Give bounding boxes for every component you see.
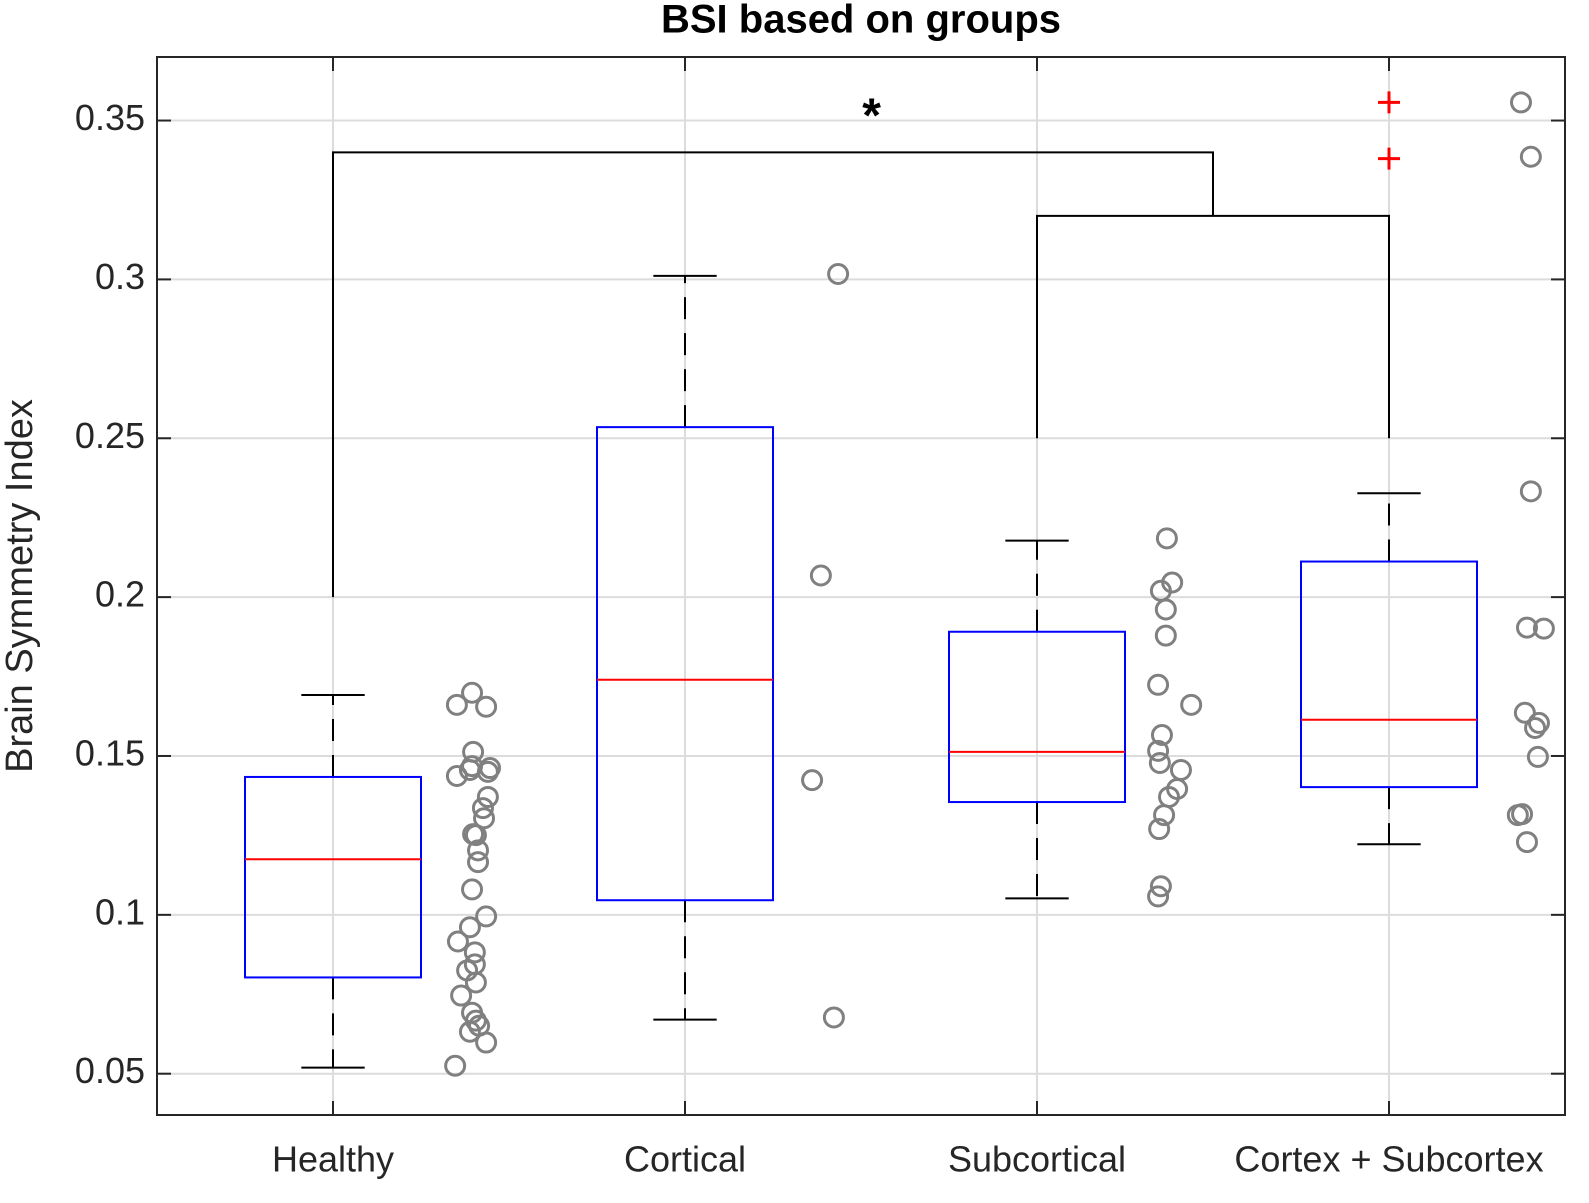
data-point	[471, 797, 494, 820]
data-point	[1532, 617, 1555, 640]
y-tick-label: 0.3	[95, 256, 145, 297]
data-point	[1148, 751, 1171, 774]
data-point	[450, 984, 473, 1007]
data-point	[462, 823, 485, 846]
data-point	[444, 1054, 467, 1077]
x-tick-label: Subcortical	[948, 1139, 1126, 1180]
data-point	[445, 764, 468, 787]
data-point	[1515, 831, 1538, 854]
data-point	[1154, 624, 1177, 647]
box	[244, 775, 422, 979]
data-point	[462, 740, 485, 763]
significance-star: *	[862, 90, 881, 143]
data-point	[1153, 804, 1176, 827]
y-tick-label: 0.2	[95, 574, 145, 615]
significance-bracket	[332, 151, 1214, 598]
data-point	[1511, 803, 1534, 826]
data-point	[801, 769, 824, 792]
data-point	[827, 263, 850, 286]
data-point	[1513, 701, 1536, 724]
data-point	[1180, 693, 1203, 716]
data-point	[1524, 717, 1547, 740]
data-point	[1148, 818, 1171, 841]
data-point	[475, 905, 498, 928]
data-point	[476, 785, 499, 808]
box	[596, 426, 774, 902]
data-point	[467, 851, 490, 874]
data-point	[463, 941, 486, 964]
x-tick-label: Cortical	[624, 1139, 746, 1180]
box	[1300, 560, 1478, 789]
box	[948, 630, 1126, 804]
data-point	[1147, 673, 1170, 696]
data-point	[1527, 711, 1550, 734]
data-point	[445, 693, 468, 716]
data-point	[1149, 875, 1172, 898]
y-tick-label: 0.05	[75, 1050, 145, 1091]
data-point	[1515, 616, 1538, 639]
y-tick-label: 0.1	[95, 891, 145, 932]
y-axis-label: Brain Symmetry Index	[0, 399, 41, 773]
significance-bracket	[1036, 214, 1390, 439]
data-point	[463, 953, 486, 976]
data-point	[1526, 745, 1549, 768]
x-tick-label: Healthy	[272, 1139, 394, 1180]
data-point	[446, 930, 469, 953]
data-point	[458, 916, 481, 939]
data-point	[1154, 598, 1177, 621]
y-tick-label: 0.25	[75, 415, 145, 456]
x-tick-label: Cortex + Subcortex	[1234, 1139, 1543, 1180]
y-tick-label: 0.35	[75, 97, 145, 138]
outlier	[1378, 147, 1400, 170]
data-point	[461, 755, 484, 778]
data-point	[1519, 145, 1542, 168]
data-point	[461, 681, 484, 704]
data-point	[822, 1006, 845, 1029]
chart-title: BSI based on groups	[661, 0, 1061, 42]
data-point	[1510, 91, 1532, 114]
data-point	[809, 564, 832, 587]
data-point	[461, 1001, 484, 1024]
data-point	[461, 878, 484, 901]
data-point	[1147, 739, 1170, 762]
data-point	[1519, 480, 1542, 503]
data-point	[1155, 527, 1178, 550]
data-point	[1150, 724, 1173, 747]
data-point	[1147, 885, 1170, 908]
plot-frame	[156, 56, 1566, 1116]
y-tick-label: 0.15	[75, 732, 145, 773]
outlier	[1378, 91, 1400, 114]
data-point	[475, 695, 498, 718]
data-point	[473, 807, 496, 830]
